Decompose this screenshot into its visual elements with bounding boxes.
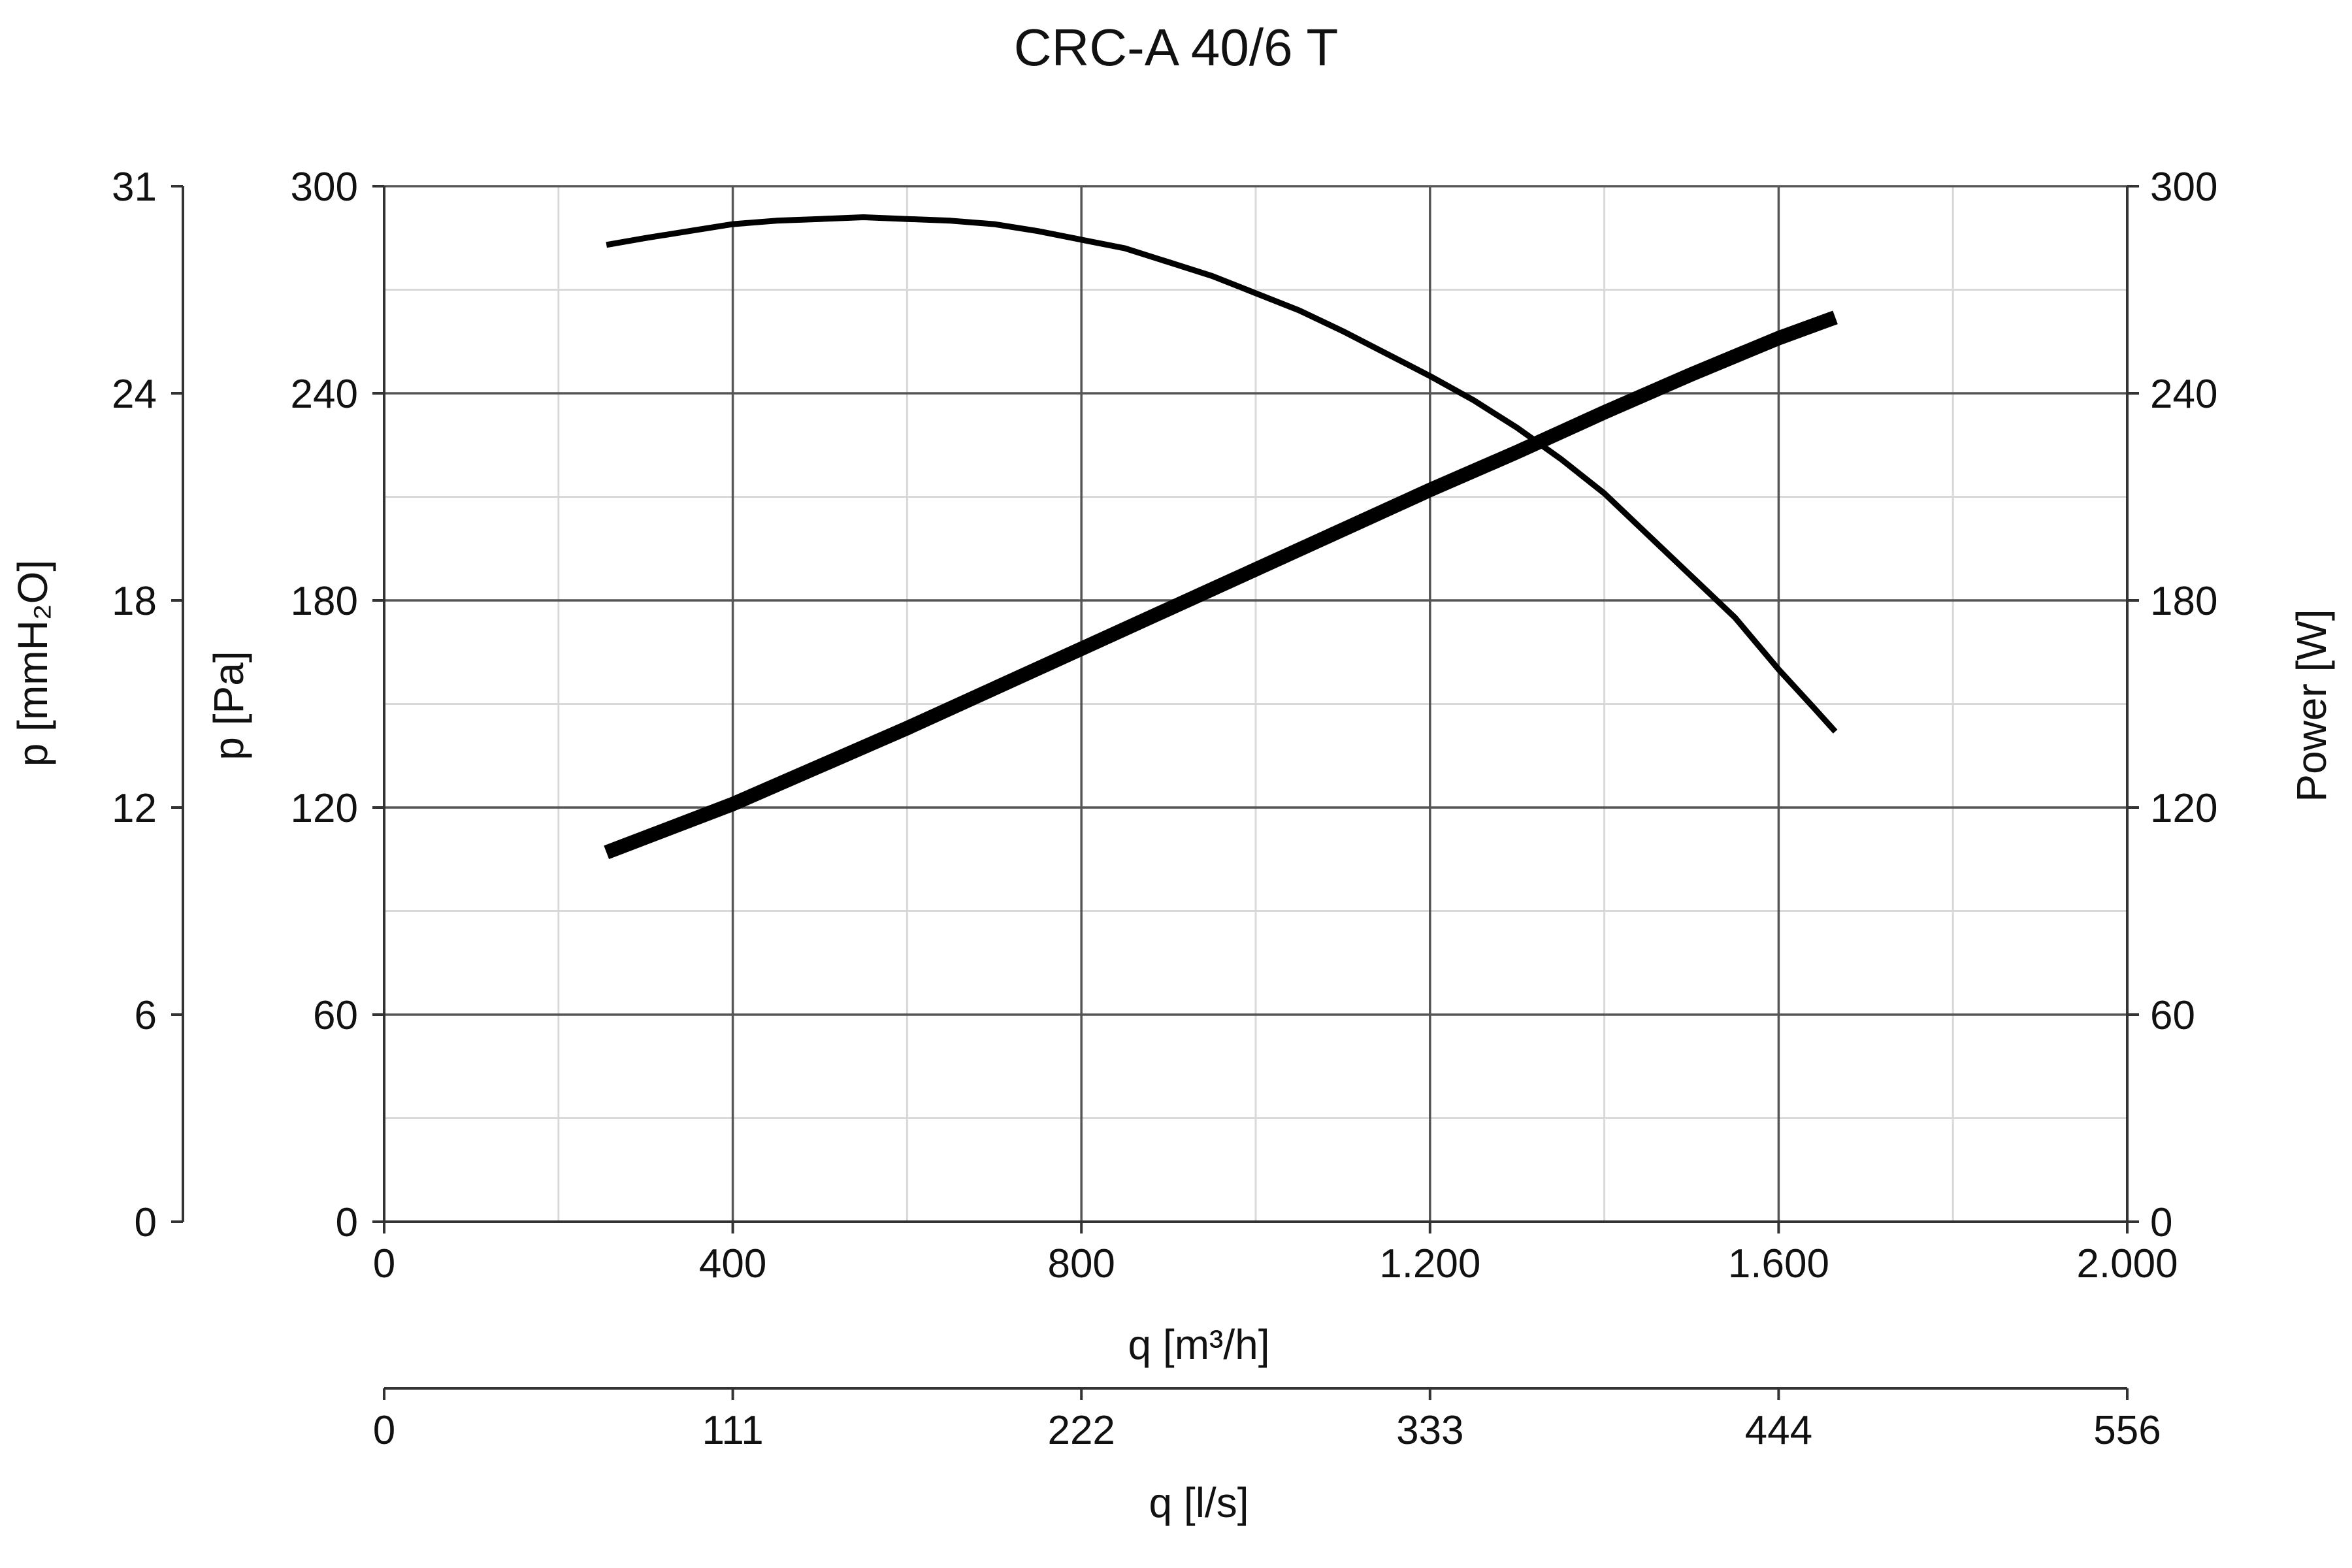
- x-tick-label-ls: 556: [2093, 1408, 2161, 1453]
- y-axis-label-power: Power [W]: [2288, 609, 2335, 802]
- x-axis-label-m3h: q [m³/h]: [1128, 1321, 1270, 1368]
- power-curve: [604, 310, 1838, 859]
- major-gridlines: [384, 186, 2127, 1222]
- chart-title: CRC-A 40/6 T: [1014, 18, 1338, 76]
- y-tick-label-mmh2o: 18: [112, 579, 157, 624]
- y-tick-label-pa: 300: [291, 165, 358, 210]
- x-tick-label-m3h: 800: [1047, 1241, 1115, 1286]
- y-tick-label-pa: 0: [336, 1200, 358, 1245]
- y-tick-label-mmh2o: 24: [112, 372, 157, 417]
- x-tick-label-ls: 111: [702, 1408, 763, 1453]
- x-tick-label-m3h: 1.600: [1728, 1241, 1829, 1286]
- x-tick-label-ls: 333: [1396, 1408, 1463, 1453]
- y-tick-label-pa: 240: [291, 372, 358, 417]
- y-axis-label-mmh2o: p [mmH₂O]: [9, 560, 56, 766]
- y-tick-label-power: 300: [2150, 165, 2217, 210]
- y-tick-label-mmh2o: 0: [135, 1200, 157, 1245]
- y-tick-label-pa: 180: [291, 579, 358, 624]
- x-tick-label-m3h: 0: [373, 1241, 395, 1286]
- x-tick-label-ls: 444: [1745, 1408, 1812, 1453]
- pressure-curve: [606, 214, 1838, 734]
- axes: [182, 185, 2129, 1390]
- x-tick-label-ls: 0: [373, 1408, 395, 1453]
- y-tick-label-mmh2o: 6: [135, 993, 157, 1038]
- x-tick-label-m3h: 1.200: [1379, 1241, 1480, 1286]
- y-tick-label-power: 120: [2150, 786, 2217, 831]
- x-tick-label-m3h: 2.000: [2076, 1241, 2178, 1286]
- x-axis-label-ls: q [l/s]: [1149, 1479, 1249, 1526]
- y-tick-label-pa: 120: [291, 786, 358, 831]
- x-tick-label-m3h: 400: [699, 1241, 766, 1286]
- minor-gridlines: [384, 186, 2127, 1222]
- y-tick-label-mmh2o: 12: [112, 786, 157, 831]
- y-tick-label-mmh2o: 31: [112, 165, 157, 210]
- y-tick-label-power: 0: [2150, 1200, 2172, 1245]
- y-tick-label-power: 240: [2150, 372, 2217, 417]
- y-tick-label-power: 180: [2150, 579, 2217, 624]
- y-tick-label-power: 60: [2150, 993, 2195, 1038]
- x-tick-label-ls: 222: [1047, 1408, 1115, 1453]
- y-axis-label-pa: p [Pa]: [205, 651, 252, 760]
- y-tick-label-pa: 60: [313, 993, 358, 1038]
- data-series: [604, 214, 1838, 859]
